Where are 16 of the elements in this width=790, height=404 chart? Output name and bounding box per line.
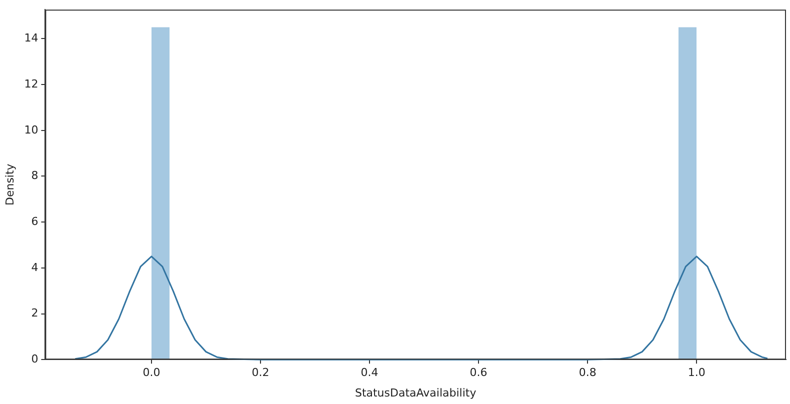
x-tick-label: 0.4 [360,366,378,380]
x-tick-label: 1.0 [688,366,706,380]
y-tick-label: 2 [31,306,38,320]
x-tick-label: 0.6 [470,366,488,380]
y-tick-label: 0 [31,352,38,366]
y-tick-label: 14 [24,32,38,45]
x-tick-label: 0.8 [578,366,596,380]
x-tick-label: 0.2 [252,366,270,380]
y-tick-label: 8 [31,169,38,182]
y-tick-label: 4 [31,260,38,274]
y-tick-label: 12 [24,77,38,90]
y-tick-label: 10 [24,123,38,136]
y-axis-title: Density [3,163,16,206]
y-tick-label: 6 [31,214,38,228]
x-axis-title: StatusDataAvailability [354,386,477,400]
x-tick-label: 0.0 [142,366,160,380]
